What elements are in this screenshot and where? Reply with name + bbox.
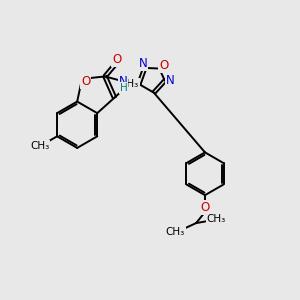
Text: O: O bbox=[159, 59, 169, 72]
Text: O: O bbox=[200, 201, 210, 214]
Text: CH₃: CH₃ bbox=[206, 214, 226, 224]
Text: N: N bbox=[118, 75, 127, 88]
Text: H: H bbox=[120, 83, 127, 93]
Text: O: O bbox=[112, 53, 122, 66]
Text: CH₃: CH₃ bbox=[166, 227, 185, 237]
Text: CH₃: CH₃ bbox=[120, 79, 139, 89]
Text: O: O bbox=[81, 75, 90, 88]
Text: CH₃: CH₃ bbox=[30, 141, 50, 151]
Text: N: N bbox=[166, 74, 175, 87]
Text: N: N bbox=[139, 57, 147, 70]
